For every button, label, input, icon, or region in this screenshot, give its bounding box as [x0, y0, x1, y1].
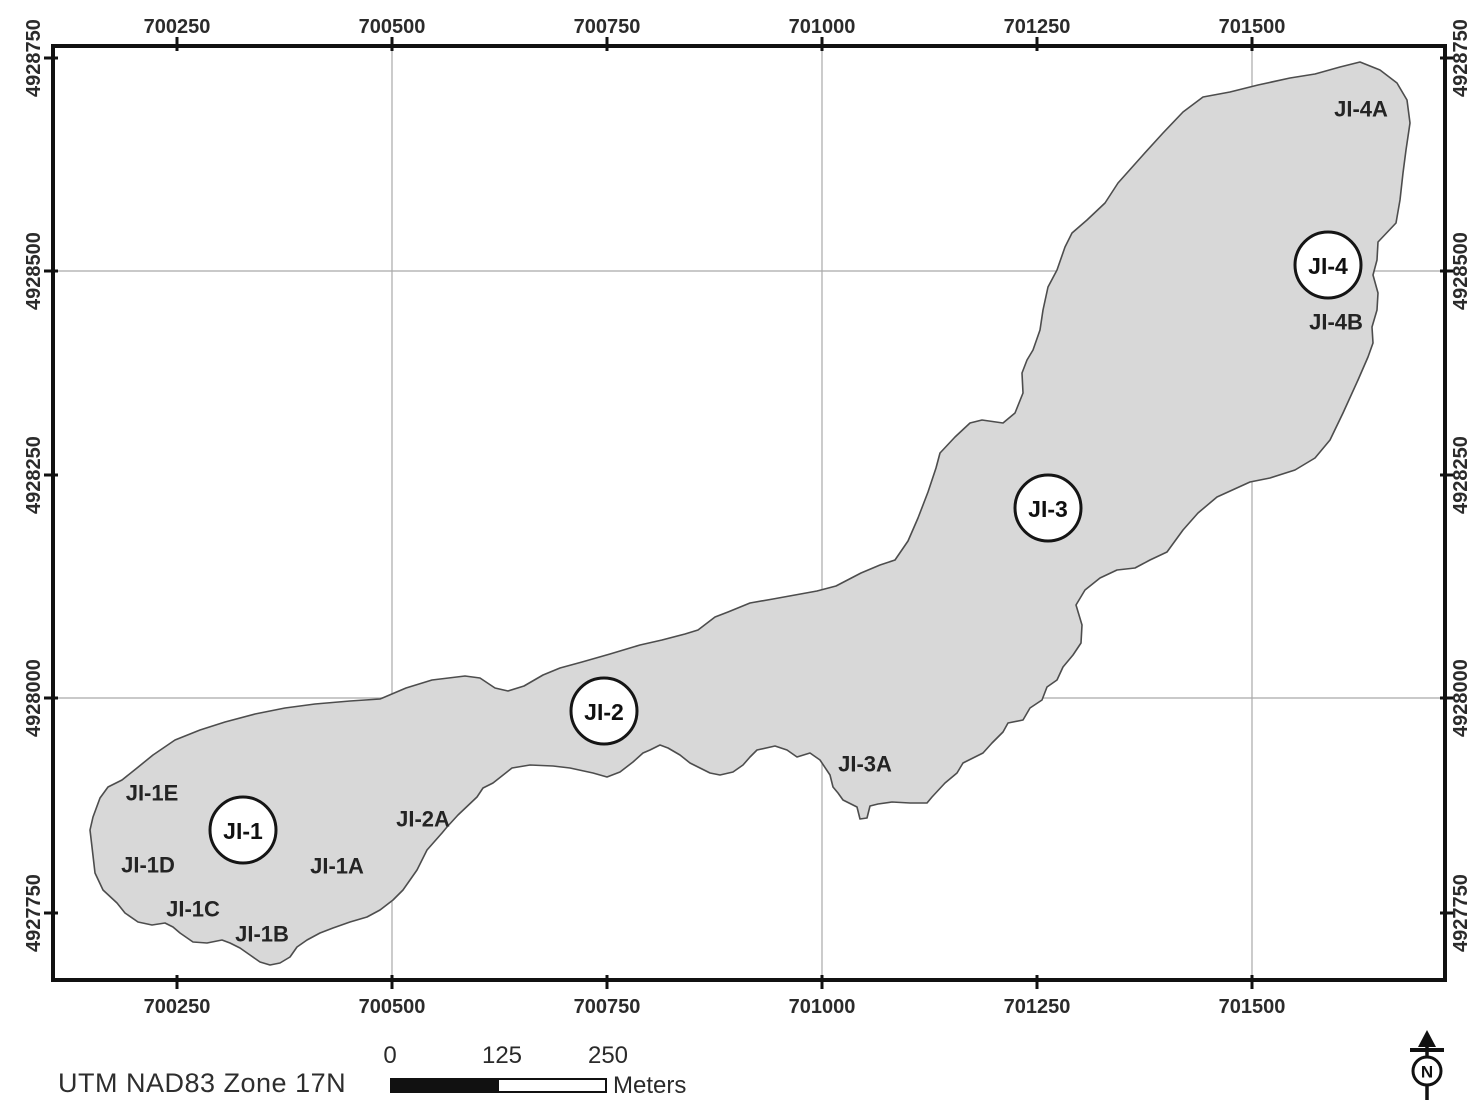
scale-bar-filled-segment — [392, 1080, 499, 1091]
x-tick-label-bottom: 701500 — [1219, 996, 1286, 1018]
y-tick-label-right: 4928500 — [1450, 232, 1472, 310]
north-arrow-circle — [1411, 1055, 1443, 1087]
y-tick-label-left: 4928000 — [23, 659, 45, 737]
site-label-JI-1D: JI-1D — [121, 853, 175, 878]
scale-bar-empty-segment — [498, 1080, 605, 1091]
site-label-JI-1B: JI-1B — [235, 922, 289, 947]
projection-label: UTM NAD83 Zone 17N — [58, 1068, 347, 1098]
station-label-JI-4: JI-4 — [1308, 253, 1348, 279]
x-tick-label-top: 701250 — [1004, 16, 1071, 38]
y-tick-label-right: 4928250 — [1450, 436, 1472, 514]
station-label-JI-3: JI-3 — [1028, 496, 1068, 522]
site-label-JI-1E: JI-1E — [126, 781, 179, 806]
site-label-JI-1A: JI-1A — [310, 854, 364, 879]
station-label-JI-2: JI-2 — [584, 699, 624, 725]
x-tick-label-top: 700750 — [574, 16, 641, 38]
y-tick-label-right: 4927750 — [1450, 874, 1472, 952]
north-arrow-icon: N — [1410, 1030, 1444, 1100]
x-tick-label-bottom: 700250 — [144, 996, 211, 1018]
x-tick-label-top: 701000 — [789, 16, 856, 38]
scalebar-label-250: 250 — [587, 1042, 629, 1069]
north-arrow-head — [1418, 1030, 1436, 1047]
scalebar-label-125: 125 — [481, 1042, 523, 1069]
y-tick-label-left: 4928500 — [23, 232, 45, 310]
site-label-JI-4A: JI-4A — [1334, 97, 1388, 122]
y-tick-label-left: 4928250 — [23, 436, 45, 514]
north-arrow-n-label: N — [1421, 1063, 1433, 1082]
x-tick-label-bottom: 701250 — [1004, 996, 1071, 1018]
y-tick-label-left: 4928750 — [23, 19, 45, 97]
y-tick-label-right: 4928000 — [1450, 659, 1472, 737]
station-label-JI-1: JI-1 — [223, 818, 263, 844]
site-label-JI-2A: JI-2A — [396, 807, 450, 832]
station-marker-JI-3 — [1013, 473, 1083, 543]
x-tick-label-top: 700250 — [144, 16, 211, 38]
scalebar-unit-label: Meters — [613, 1072, 687, 1099]
y-tick-label-right: 4928750 — [1450, 19, 1472, 97]
site-label-JI-1C: JI-1C — [166, 897, 220, 922]
x-tick-label-bottom: 700500 — [359, 996, 426, 1018]
x-tick-label-top: 700500 — [359, 16, 426, 38]
map-frame — [51, 44, 1447, 982]
site-label-JI-3A: JI-3A — [838, 752, 892, 777]
station-marker-JI-4 — [1293, 230, 1363, 300]
x-tick-label-bottom: 700750 — [574, 996, 641, 1018]
island-shape — [89, 61, 1411, 966]
site-label-JI-4B: JI-4B — [1309, 310, 1363, 335]
y-tick-label-left: 4927750 — [23, 874, 45, 952]
x-tick-label-bottom: 701000 — [789, 996, 856, 1018]
x-tick-label-top: 701500 — [1219, 16, 1286, 38]
scalebar-label-0: 0 — [383, 1042, 397, 1069]
scale-bar — [390, 1078, 607, 1093]
station-marker-JI-2 — [569, 676, 639, 746]
station-marker-JI-1 — [208, 795, 278, 865]
